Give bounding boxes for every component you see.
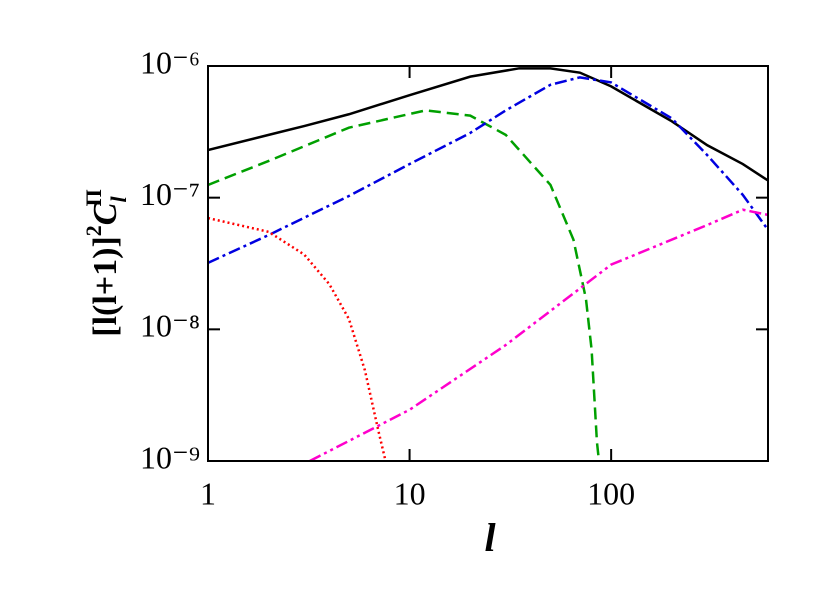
y-axis-label: [l(l+1)]2ClΠ	[81, 189, 131, 337]
y-label-part: C	[87, 202, 124, 225]
x-axis-label: l	[484, 515, 496, 560]
x-tick-label: 1	[200, 475, 216, 511]
series-line	[309, 208, 768, 461]
y-label-part: Π	[81, 189, 106, 206]
y-tick-label: 10⁻⁸	[140, 308, 200, 344]
x-tick-label: 100	[587, 475, 635, 511]
series-line	[208, 109, 601, 461]
x-tick-label: 10	[394, 475, 426, 511]
series-line	[208, 76, 768, 264]
series-line	[208, 67, 768, 182]
y-label-part: [l(l+1)]	[87, 236, 124, 337]
y-label-part: 2	[81, 225, 106, 236]
y-tick-label: 10⁻⁹	[140, 439, 200, 475]
y-tick-label: 10⁻⁷	[140, 176, 200, 212]
plot-lines	[208, 67, 768, 461]
series-line	[208, 216, 387, 461]
plot-frame	[207, 65, 769, 462]
y-label-part: l	[106, 196, 131, 203]
y-tick-label: 10⁻⁶	[140, 44, 200, 80]
